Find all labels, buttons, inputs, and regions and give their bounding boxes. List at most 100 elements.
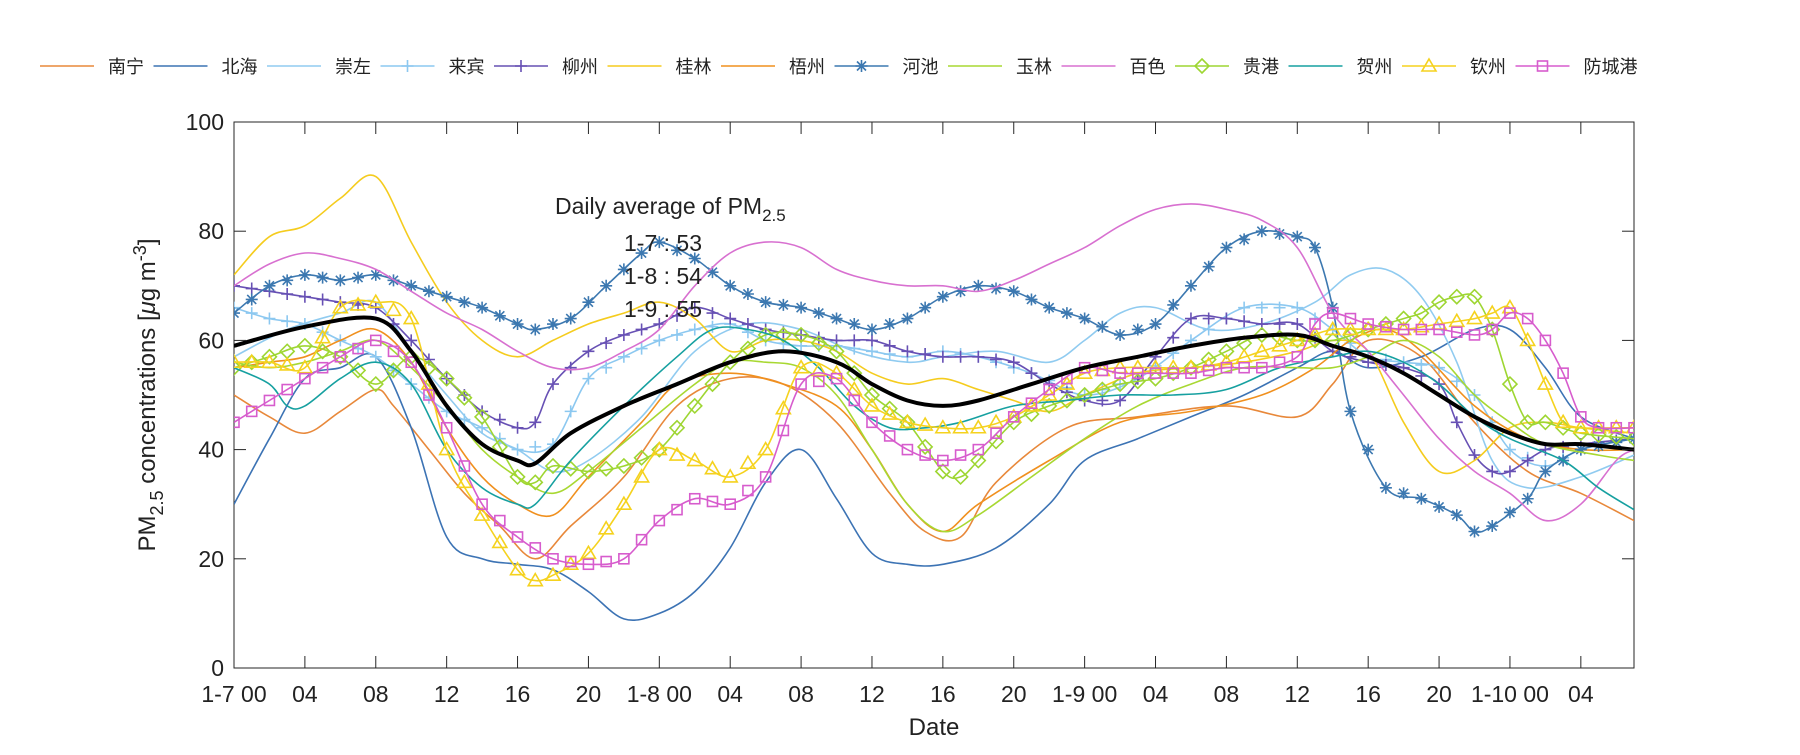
marker-plus [298,290,311,303]
marker-star [688,252,701,265]
marker-square [1450,326,1463,339]
y-tick-label: 0 [211,655,224,681]
marker-triangle [455,473,473,489]
x-axis-label: Date [909,714,960,741]
marker-triangle [544,566,562,581]
annotation-line: 1-8 : 54 [624,263,702,289]
marker-square [1131,367,1144,379]
marker-star [582,296,595,309]
y-axis-label-pre: PM [134,516,161,552]
x-tick-label: 08 [1214,681,1240,707]
marker-plus [564,361,577,374]
marker-star [901,312,914,325]
marker-diamond [775,326,792,344]
marker-star [812,307,825,320]
marker-square [742,484,754,497]
marker-star [919,301,932,314]
marker-diamond [668,419,686,436]
marker-triangle [1271,337,1288,352]
x-tick-label: 20 [1426,681,1452,707]
marker-star [1468,525,1481,538]
marker-star [1043,301,1056,314]
marker-plus [1220,312,1233,325]
x-tick-label: 08 [788,681,814,707]
marker-triangle [385,301,402,317]
marker-square [1536,60,1549,72]
marker-triangle [721,468,739,483]
marker-plus [529,440,542,453]
marker-square [795,378,807,390]
marker-triangle [1420,57,1438,72]
marker-star [1379,481,1392,494]
marker-diamond [704,375,721,393]
marker-triangle [863,397,881,412]
marker-triangle [1235,348,1253,363]
x-tick-label: 16 [1355,681,1381,707]
marker-diamond [1501,375,1519,393]
marker-star [600,279,613,292]
legend: 南宁 北海 崇左 来宾 柳州 桂林 梧州 河池 玉林 百色 贵港 贺州 钦州 防城港 [40,57,1638,77]
marker-square [1539,334,1552,347]
marker-plus [369,350,382,363]
marker-triangle [845,380,863,396]
marker-triangle [1466,309,1483,325]
marker-square [1504,307,1516,319]
marker-diamond [509,468,526,486]
marker-diamond [1111,375,1129,393]
marker-plus [1291,301,1304,314]
marker-star [1362,443,1375,456]
marker-star [564,312,577,325]
marker-plus [529,416,542,429]
x-tick-label: 04 [1568,681,1594,707]
marker-star [245,293,258,306]
marker-square [1220,361,1233,374]
marker-star [1344,405,1357,418]
x-tick-label: 04 [717,681,743,707]
marker-plus [1238,315,1251,328]
plot-frame [233,121,1635,669]
average-line [234,315,1634,468]
x-tick-label: 1-8 00 [627,681,692,707]
legend-label: 崇左 [335,57,371,77]
marker-plus [458,413,471,426]
marker-diamond [828,343,845,360]
marker-diamond [261,348,278,365]
marker-triangle [234,353,243,369]
marker-star [1025,293,1038,306]
marker-triangle [278,356,296,371]
marker-plus [1468,449,1481,462]
marker-triangle [1324,320,1342,336]
x-tick-label: 12 [859,681,885,707]
marker-star [1309,241,1322,254]
marker-triangle [1253,342,1271,358]
marker-square [405,356,418,369]
marker-square [1575,411,1587,423]
marker-plus [671,328,684,341]
marker-plus [706,320,719,333]
marker-diamond [810,334,827,352]
marker-plus [600,361,613,374]
marker-square [352,342,364,355]
y-tick-label: 20 [198,546,224,572]
marker-square [245,405,258,418]
marker-star [855,60,868,72]
y-axis-label-post: ] [134,239,161,246]
marker-square [263,394,276,407]
marker-plus [1184,312,1197,325]
marker-plus [1202,312,1215,325]
marker-diamond [1342,326,1359,344]
marker-star [1149,318,1162,331]
marker-plus [724,312,737,325]
marker-plus [919,348,932,361]
marker-square [866,416,878,429]
marker-star [352,271,365,284]
marker-triangle [349,296,367,311]
marker-star [724,279,737,292]
marker-plus [511,443,524,456]
marker-diamond [952,468,969,486]
legend-label: 河池 [903,57,939,77]
marker-triangle [1129,359,1147,374]
marker-star [1167,298,1180,311]
series-line [234,326,1634,511]
marker-diamond [1395,310,1412,327]
